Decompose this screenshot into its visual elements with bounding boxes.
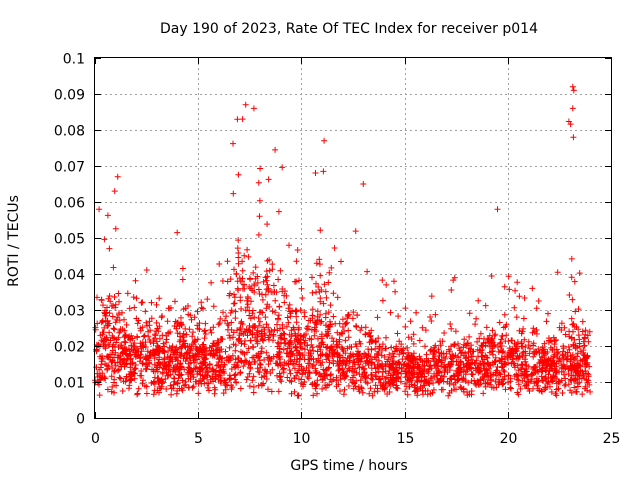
- x-tick-label: 15: [397, 431, 415, 447]
- y-tick-label: 0.03: [54, 304, 85, 320]
- y-tick-label: 0.07: [54, 160, 85, 176]
- data-points: [92, 84, 593, 399]
- y-tick-label: 0.08: [54, 124, 85, 140]
- roti-scatter-chart: Day 190 of 2023, Rate Of TEC Index for r…: [0, 0, 640, 480]
- y-tick-label: 0.1: [63, 52, 85, 68]
- x-tick-label: 20: [500, 431, 518, 447]
- y-tick-label: 0.02: [54, 340, 85, 356]
- x-tick-label: 0: [91, 431, 100, 447]
- chart-title: Day 190 of 2023, Rate Of TEC Index for r…: [160, 21, 538, 37]
- y-tick-label: 0: [76, 412, 85, 428]
- y-axis-label: ROTI / TECUs: [6, 195, 22, 287]
- y-tick-label: 0.09: [54, 88, 85, 104]
- y-tick-label: 0.04: [54, 268, 85, 284]
- x-tick-label: 25: [603, 431, 621, 447]
- x-axis-label: GPS time / hours: [290, 458, 407, 474]
- y-tick-label: 0.05: [54, 232, 85, 248]
- roti-markers: [92, 84, 593, 399]
- x-tick-label: 10: [293, 431, 311, 447]
- x-tick-label: 5: [194, 431, 203, 447]
- y-tick-label: 0.06: [54, 196, 85, 212]
- y-tick-label: 0.01: [54, 376, 85, 392]
